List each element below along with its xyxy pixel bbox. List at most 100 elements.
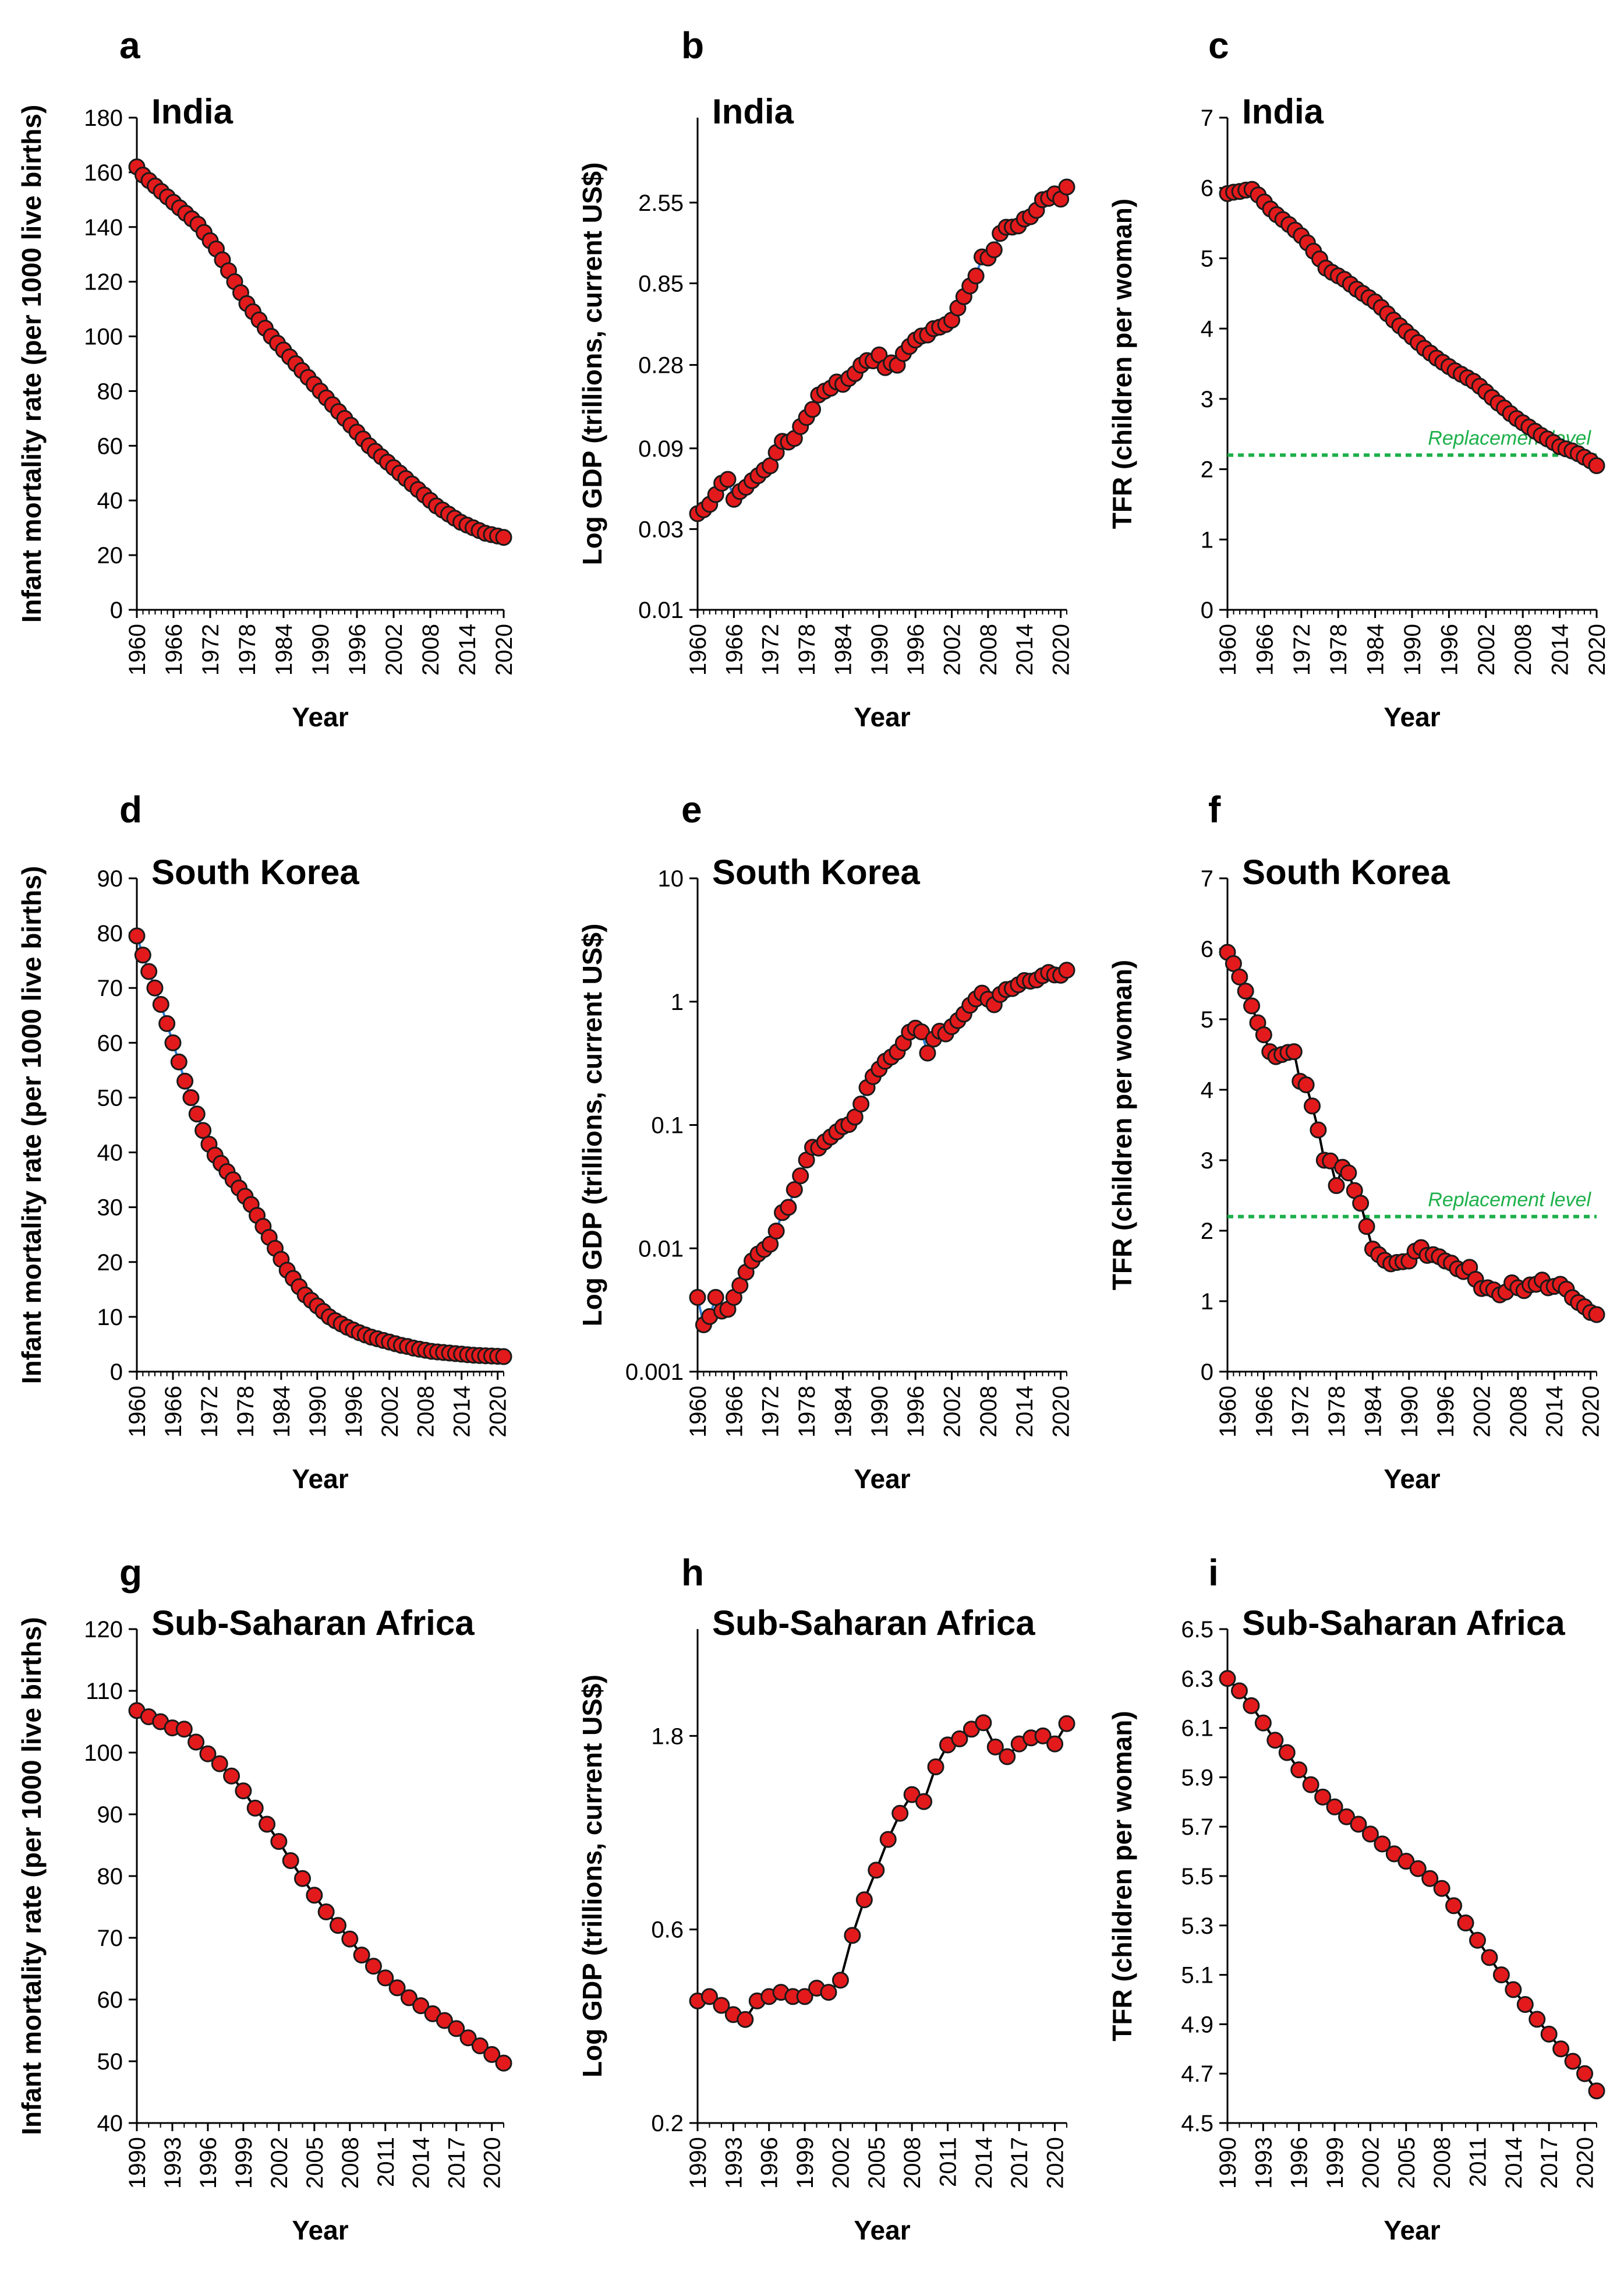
x-tick-label: 1978 <box>794 1386 820 1437</box>
data-point <box>140 963 158 980</box>
y-tick-label: 0 <box>1201 1359 1213 1385</box>
data-point <box>1421 1870 1439 1887</box>
data-point <box>176 1072 194 1090</box>
data-point <box>855 1891 873 1909</box>
x-tick-label: 1990 <box>308 624 334 676</box>
data-point <box>187 1733 205 1751</box>
panel-title: India <box>1242 92 1324 131</box>
y-tick-label: 110 <box>86 1679 123 1704</box>
y-axis-title: Log GDP (trillions, current US$) <box>577 1675 607 2078</box>
x-tick-label: 1960 <box>125 624 150 676</box>
data-point <box>306 1887 323 1904</box>
data-point <box>146 979 164 997</box>
data-point <box>967 267 985 285</box>
data-point <box>495 1348 512 1365</box>
data-point <box>170 1053 187 1071</box>
data-point <box>1361 1825 1379 1843</box>
x-tick-label: 1996 <box>757 2137 783 2189</box>
x-tick-label: 1996 <box>196 2137 221 2189</box>
x-axis-title: Year <box>854 702 910 732</box>
y-tick-label: 100 <box>84 324 123 350</box>
data-point <box>719 471 737 488</box>
panel-title: South Korea <box>151 853 359 892</box>
y-tick-label: 4.5 <box>1181 2111 1213 2136</box>
data-point <box>259 1815 276 1833</box>
y-tick-label: 0.6 <box>651 1917 684 1943</box>
x-tick-label: 1966 <box>1251 1386 1277 1437</box>
x-tick-label: 2020 <box>1049 624 1074 676</box>
data-point <box>1237 983 1254 1000</box>
y-tick-label: 6 <box>1201 937 1213 962</box>
data-point <box>188 1105 206 1123</box>
y-tick-label: 180 <box>84 105 123 131</box>
data-point <box>1385 1845 1403 1863</box>
y-tick-label: 40 <box>97 1140 123 1166</box>
data-point <box>986 1738 1004 1755</box>
data-point <box>1529 2011 1546 2028</box>
x-tick-label: 1990 <box>685 2137 711 2189</box>
data-point <box>152 995 169 1013</box>
x-tick-label: 1960 <box>125 1386 150 1437</box>
data-point <box>1255 1026 1272 1044</box>
y-tick-label: 70 <box>97 976 123 1001</box>
panel-letter: c <box>1208 24 1229 66</box>
data-point <box>1243 997 1261 1015</box>
data-point <box>915 1793 933 1810</box>
x-tick-label: 1978 <box>794 624 820 676</box>
data-point <box>199 1745 217 1762</box>
x-tick-label: 1984 <box>269 1386 295 1437</box>
y-tick-label: 40 <box>97 2111 123 2136</box>
x-tick-label: 1978 <box>233 1386 259 1437</box>
data-point <box>182 1089 200 1106</box>
x-tick-label: 2005 <box>864 2137 890 2189</box>
data-point <box>223 1767 240 1785</box>
y-tick-label: 4 <box>1201 1078 1213 1103</box>
x-tick-label: 1978 <box>1326 624 1351 676</box>
data-point <box>985 241 1003 259</box>
data-point <box>1397 1853 1415 1870</box>
panel-c: c 0 1 2 3 4 5 6 7 1960 1966 1972 1978 1984 1990 1996 200… <box>1107 24 1610 732</box>
x-tick-label: 2002 <box>940 1386 965 1437</box>
data-point <box>134 946 151 964</box>
x-tick-label: 2002 <box>381 624 407 676</box>
data-point <box>1433 1880 1450 1897</box>
x-tick-label: 1984 <box>1360 1386 1386 1437</box>
y-tick-label: 3 <box>1201 387 1213 412</box>
x-axis-title: Year <box>854 2215 910 2245</box>
y-tick-label: 0.09 <box>638 436 684 462</box>
y-tick-label: 0.01 <box>638 598 684 623</box>
y-tick-label: 4 <box>1201 316 1213 342</box>
data-point <box>1540 2025 1558 2043</box>
data-point <box>329 1917 346 1934</box>
x-tick-label: 2002 <box>1474 624 1499 676</box>
data-point <box>707 1289 724 1306</box>
panel-title: Sub-Saharan Africa <box>151 1603 475 1642</box>
x-tick-label: 2014 <box>1501 2137 1527 2189</box>
y-tick-label: 50 <box>97 2049 123 2075</box>
x-tick-label: 1996 <box>341 1386 367 1437</box>
x-tick-label: 2020 <box>480 2137 505 2189</box>
series-line <box>136 1709 505 2064</box>
x-tick-label: 1990 <box>305 1386 331 1437</box>
x-tick-label: 1984 <box>271 624 297 676</box>
x-tick-label: 2014 <box>1548 624 1573 676</box>
panel-b: b 0.01 0.03 0.09 0.28 0.85 2.55 1960 1966 1972 197… <box>577 24 1075 732</box>
y-tick-label: 80 <box>97 921 123 946</box>
data-point <box>891 1804 909 1822</box>
y-tick-label: 5.5 <box>1181 1864 1213 1889</box>
x-tick-label: 1993 <box>1251 2137 1276 2189</box>
data-point <box>1314 1788 1332 1806</box>
x-axis-title: Year <box>292 2215 348 2245</box>
data-point <box>1340 1164 1357 1182</box>
data-point <box>1058 962 1075 979</box>
x-tick-label: 2014 <box>455 624 480 676</box>
data-point <box>1564 2053 1581 2070</box>
y-tick-label: 7 <box>1201 105 1213 131</box>
series-line <box>136 935 504 1358</box>
y-tick-label: 0.01 <box>638 1236 684 1262</box>
data-point <box>796 1988 813 2005</box>
y-tick-label: 7 <box>1201 866 1213 892</box>
x-tick-label: 2014 <box>1012 624 1038 676</box>
y-tick-label: 140 <box>84 215 123 241</box>
x-tick-label: 2002 <box>267 2137 292 2189</box>
